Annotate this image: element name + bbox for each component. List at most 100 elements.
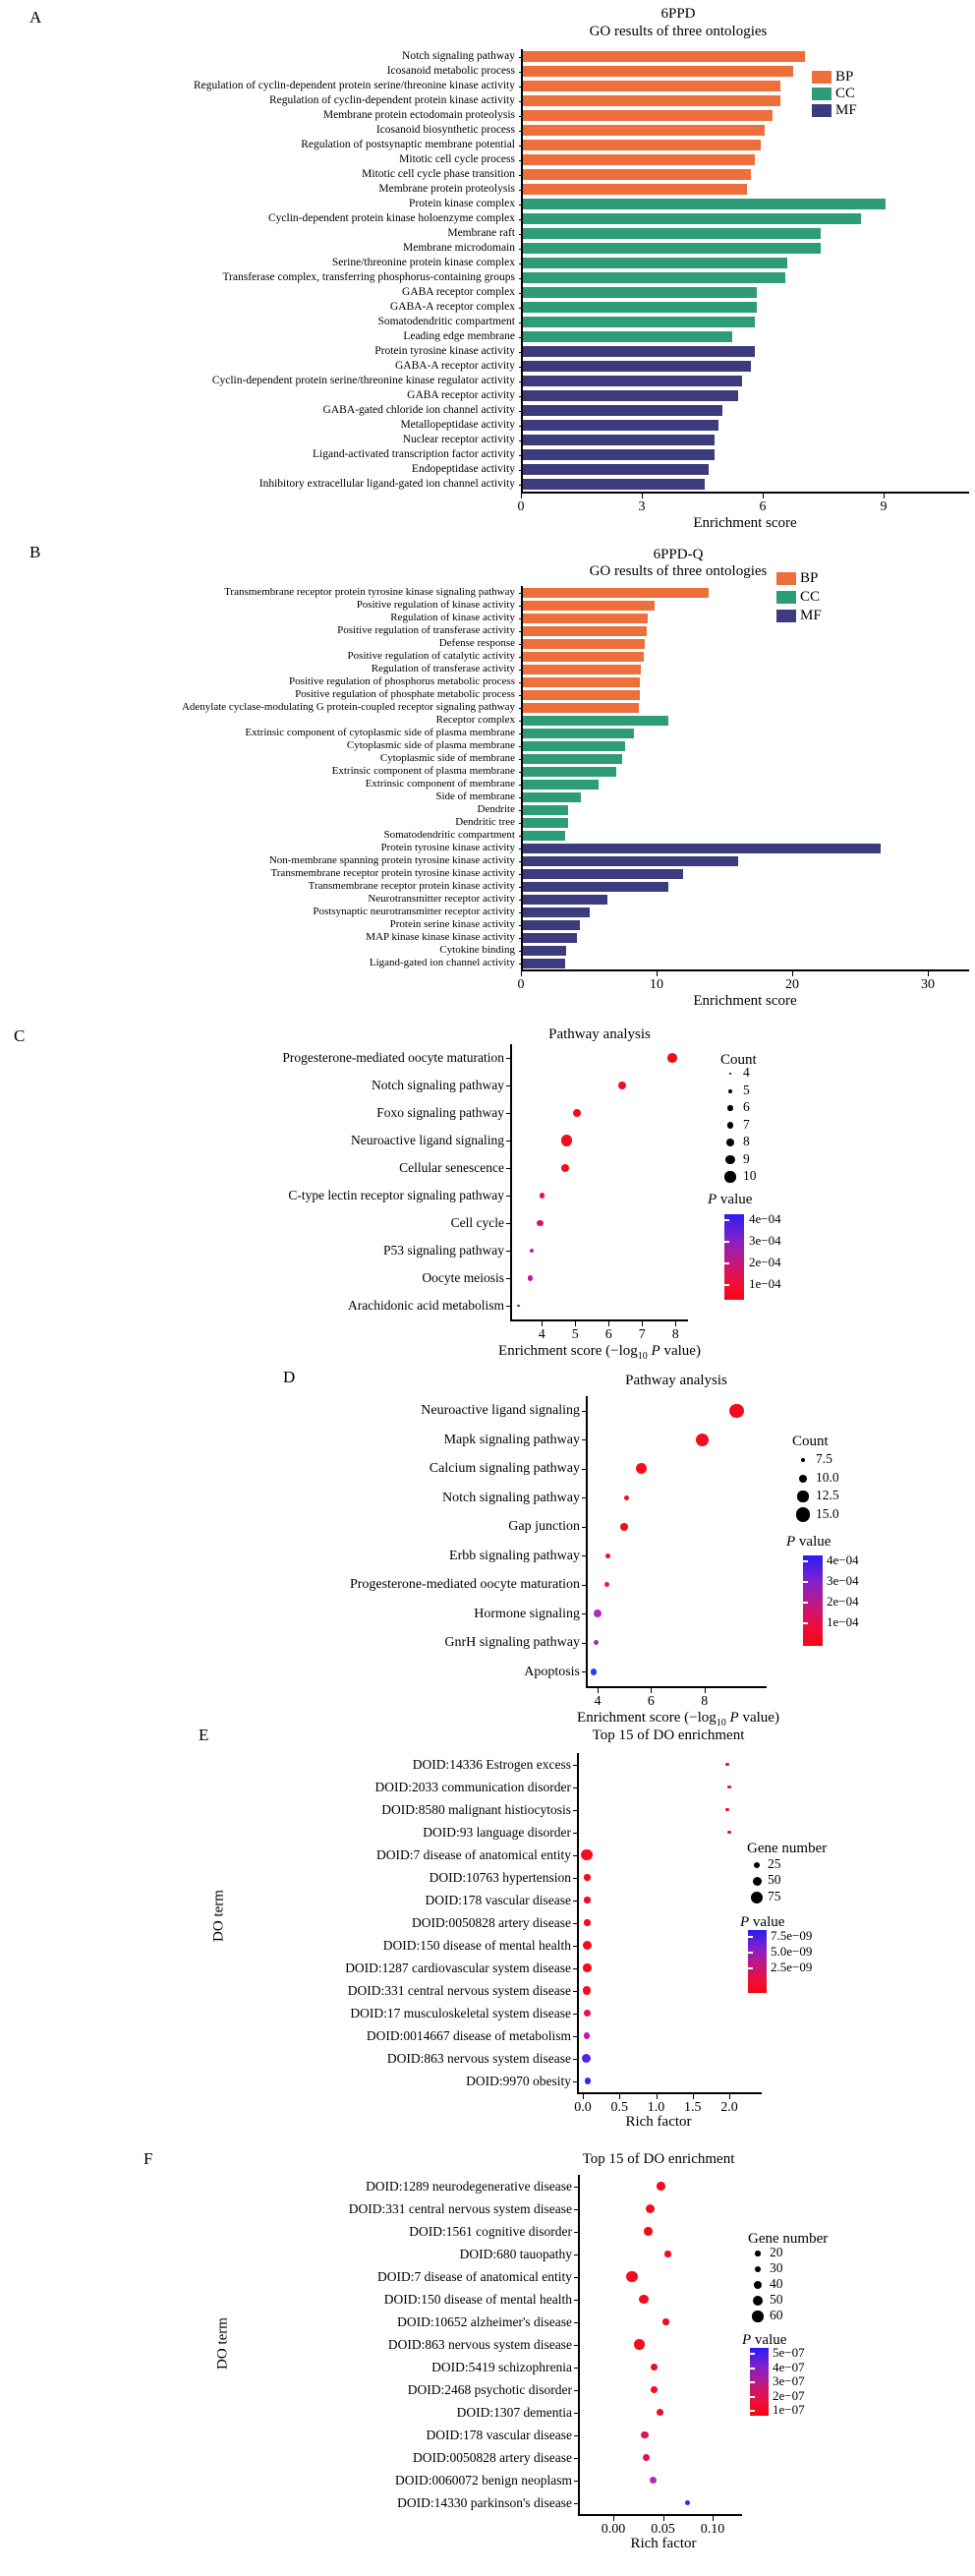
- bar-bp: [523, 613, 648, 623]
- y-tick: [506, 1306, 511, 1307]
- size-legend-label: 4: [743, 1065, 750, 1080]
- colorbar-label: 7.5e−09: [771, 1928, 813, 1943]
- dot-label: DOID:9970 obesity: [466, 2074, 571, 2088]
- bar-bp: [523, 625, 647, 636]
- y-tick: [519, 796, 525, 798]
- y-tick: [519, 189, 525, 191]
- colorbar-tick: [750, 2353, 755, 2355]
- x-tick-label: 0: [517, 977, 525, 992]
- pvalue-colorbar: [750, 2348, 769, 2416]
- bar-bp: [523, 184, 747, 195]
- y-tick: [573, 1764, 578, 1766]
- data-dot: [582, 1941, 592, 1950]
- dot-label: DOID:1287 cardiovascular system disease: [345, 1961, 571, 1975]
- x-tick-label: 0.0: [574, 2100, 592, 2115]
- bar-cc: [523, 728, 635, 738]
- bar-label: Transmembrane receptor protein tyrosine …: [270, 867, 515, 879]
- legend-label: CC: [800, 589, 821, 605]
- y-tick: [519, 307, 525, 309]
- bar-label: Ligand-activated transcription factor ac…: [313, 448, 515, 460]
- bar-mf: [523, 907, 590, 917]
- bar-label: GABA-gated chloride ion channel activity: [322, 404, 515, 416]
- bar-label: Positive regulation of phosphorus metabo…: [288, 675, 515, 687]
- colorbar-label: 1e−04: [827, 1614, 859, 1629]
- x-axis-title-p: P: [725, 1710, 739, 1726]
- y-tick: [519, 100, 525, 102]
- size-legend-label: 75: [768, 1889, 781, 1903]
- y-tick: [573, 1990, 578, 1992]
- bar-bp: [523, 66, 793, 77]
- data-dot: [593, 1640, 599, 1646]
- x-tick-label: 1.0: [647, 2100, 665, 2115]
- dot-label: Notch signaling pathway: [442, 1490, 580, 1505]
- y-tick: [519, 351, 525, 353]
- bar-bp: [523, 51, 805, 62]
- size-legend-label: 5: [743, 1082, 750, 1097]
- bar-cc: [523, 830, 565, 841]
- x-tick: [675, 1321, 677, 1326]
- bar-label: Dendrite: [477, 803, 515, 815]
- x-tick-label: 5: [571, 1327, 579, 1342]
- bar-label: Leading edge membrane: [403, 330, 515, 342]
- pvalue-title-p: P: [742, 2332, 752, 2348]
- dot-label: DOID:17 musculoskeletal system disease: [350, 2006, 571, 2020]
- colorbar-tick: [748, 1952, 753, 1954]
- size-legend-title: Count: [792, 1434, 829, 1449]
- plot-area: Notch signaling pathway Icosanoid metabol…: [0, 6, 975, 547]
- y-tick: [519, 924, 525, 926]
- dot-label: DOID:8580 malignant histiocytosis: [381, 1802, 571, 1817]
- size-legend-label: 40: [770, 2276, 783, 2291]
- y-tick: [506, 1223, 511, 1224]
- dot-legend: Count 4 5 6 7 8 9 10 P value 4e−04 3e−04 2e−04 1e−04: [0, 1023, 975, 1367]
- bar-cc: [523, 272, 785, 283]
- dot-label: C-type lectin receptor signaling pathway: [288, 1188, 504, 1202]
- bar-bp: [523, 689, 640, 700]
- x-tick-label: 0.10: [700, 2522, 725, 2537]
- colorbar-label: 1e−07: [773, 2402, 805, 2417]
- colorbar-tick: [748, 1936, 753, 1938]
- x-tick: [763, 494, 764, 498]
- dot-label: Notch signaling pathway: [372, 1078, 504, 1092]
- colorbar-label: 5.0e−09: [771, 1944, 813, 1959]
- y-tick: [519, 873, 525, 875]
- data-dot: [581, 2054, 591, 2063]
- bar-label: Somatodendritic compartment: [383, 829, 516, 841]
- x-tick-label: 0.00: [601, 2522, 626, 2537]
- dot-label: Mapk signaling pathway: [443, 1432, 580, 1447]
- size-legend-label: 20: [770, 2245, 783, 2259]
- legend-swatch-bp: [776, 572, 796, 585]
- dot-label: DOID:1561 cognitive disorder: [409, 2224, 572, 2239]
- colorbar-tick: [803, 1622, 808, 1624]
- bar-label: Non-membrane spanning protein tyrosine k…: [268, 854, 515, 866]
- data-dot: [657, 2409, 663, 2416]
- data-dot: [539, 1193, 545, 1199]
- y-tick: [582, 1439, 587, 1441]
- x-axis-title: Enrichment score: [693, 993, 797, 1009]
- bar-cc: [523, 213, 862, 224]
- legend-swatch-mf: [812, 104, 832, 117]
- x-axis-line: [521, 492, 969, 494]
- x-axis-line: [521, 969, 969, 971]
- y-tick: [574, 2254, 579, 2255]
- bar-label: Transmembrane receptor protein tyrosine …: [224, 586, 515, 598]
- data-dot: [530, 1249, 535, 1253]
- bar-label: Positive regulation of kinase activity: [356, 599, 515, 611]
- x-axis-line: [586, 1686, 767, 1688]
- dot-label: Arachidonic acid metabolism: [348, 1298, 504, 1313]
- bar-label: Regulation of transferase activity: [371, 663, 515, 674]
- bar-mf: [523, 405, 722, 416]
- y-tick: [519, 115, 525, 117]
- dot-label: DOID:150 disease of mental health: [382, 1938, 571, 1953]
- x-axis-title-end: value): [660, 1343, 701, 1359]
- dot-label: Gap junction: [508, 1519, 580, 1534]
- y-tick: [519, 643, 525, 645]
- plot-area: Neuroactive ligand signaling Mapk signali…: [0, 1367, 975, 1726]
- bar-label: Positive regulation of phosphate metabol…: [295, 688, 515, 700]
- x-tick: [542, 1321, 544, 1326]
- x-tick: [651, 1688, 653, 1693]
- bar-label: GABA-A receptor complex: [389, 301, 515, 313]
- bar-bp: [523, 140, 761, 150]
- bar-mf: [523, 420, 718, 431]
- data-dot: [605, 1552, 611, 1558]
- size-legend-title: Gene number: [747, 1841, 828, 1856]
